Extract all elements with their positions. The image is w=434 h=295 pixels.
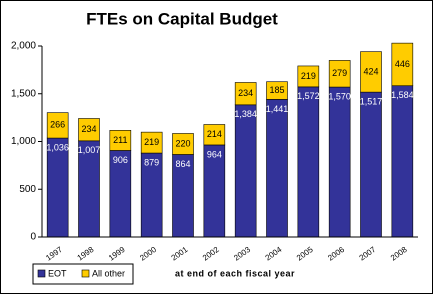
bar-segment (46, 112, 69, 139)
bar-segment (266, 99, 288, 238)
data-label: 219 (144, 137, 159, 147)
data-label: 279 (332, 68, 347, 78)
data-label: 1,584 (391, 90, 414, 100)
data-label: 214 (207, 129, 222, 139)
bar-segment (297, 86, 320, 238)
bar-segment (328, 86, 351, 238)
y-tick-label: 1,000 (11, 136, 36, 147)
data-label: 1,517 (360, 97, 383, 107)
bar-segment (266, 81, 288, 100)
y-tick-label: 0 (30, 232, 36, 243)
bar-segment (391, 42, 414, 87)
data-label: 219 (301, 71, 316, 81)
data-label: 1,572 (297, 91, 320, 101)
data-label: 185 (269, 85, 284, 95)
bar-segment (140, 131, 163, 154)
x-axis-label: at end of each fiscal year (175, 268, 295, 278)
data-label: 1,441 (266, 104, 289, 114)
bar-segment (328, 60, 351, 88)
data-label: 879 (144, 157, 159, 167)
chart-title: FTEs on Capital Budget (86, 9, 278, 28)
data-label: 266 (50, 120, 65, 130)
bar-segment (172, 133, 194, 155)
data-label: 446 (395, 59, 410, 69)
data-label: 1,384 (234, 109, 257, 119)
bar-segment (203, 124, 226, 146)
data-label: 1,036 (46, 142, 69, 152)
data-label: 220 (175, 138, 190, 148)
bar-segment (360, 91, 382, 238)
data-label: 424 (363, 66, 378, 76)
y-tick-label: 2,000 (11, 41, 36, 52)
data-label: 964 (207, 149, 222, 159)
legend-label: EOT (48, 268, 67, 278)
data-label: 234 (81, 124, 96, 134)
data-label: 1,007 (78, 145, 101, 155)
data-label: 1,570 (328, 91, 351, 101)
legend-swatch (81, 269, 90, 278)
bar-segment (234, 104, 257, 238)
bar-segment (360, 51, 382, 93)
bar-segment (78, 118, 100, 142)
data-label: 864 (175, 159, 190, 169)
data-label: 234 (238, 88, 253, 98)
bar-segment (46, 137, 69, 238)
bar-segment (109, 130, 132, 151)
bar-segment (391, 85, 414, 238)
legend-label: All other (92, 268, 125, 278)
y-tick-label: 1,500 (11, 88, 36, 99)
y-tick-label: 500 (19, 184, 36, 195)
bar-segment (78, 140, 100, 238)
bar-segment (297, 65, 320, 88)
data-label: 906 (113, 155, 128, 165)
data-label: 211 (113, 135, 127, 145)
bar-segment (234, 82, 257, 106)
legend-swatch (37, 269, 46, 278)
